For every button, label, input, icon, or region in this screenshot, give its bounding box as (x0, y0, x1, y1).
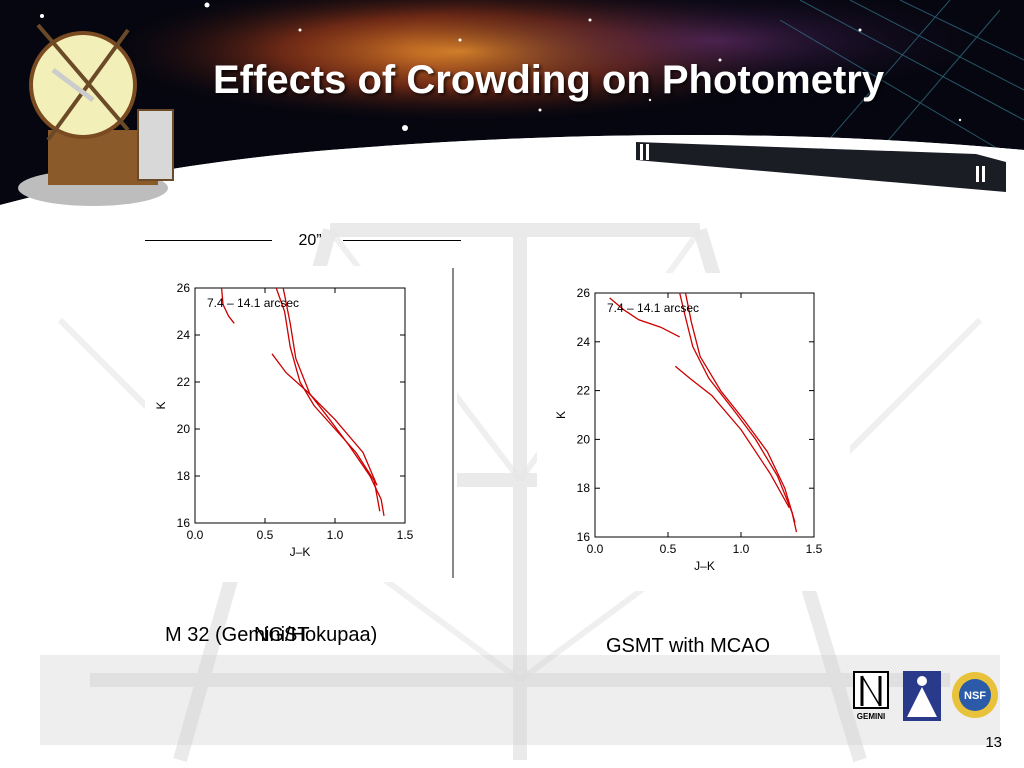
chart2-xtick-label: 0.0 (587, 542, 604, 556)
chart1-xtick-label: 1.0 (327, 528, 344, 542)
scale-bar-label: 20” (298, 232, 322, 249)
chart1-xlabel: J–K (290, 545, 311, 559)
chart2-ytick-label: 20 (577, 432, 591, 446)
chart1-ytick-label: 18 (177, 469, 191, 483)
aura-banner (636, 142, 1006, 192)
chart2-plot-frame (594, 292, 815, 538)
chart2-xtick-label: 1.0 (733, 542, 750, 556)
chart2-xlabel: J–K (694, 559, 715, 573)
chart1-ytick-label: 20 (177, 422, 191, 436)
caption-left-a: M 32 (Gemini/Hokupaa) (165, 624, 378, 646)
chart1-plot-frame (194, 287, 406, 524)
chart2-ytick-label: 26 (577, 286, 591, 300)
chart1-isochrone-3 (271, 353, 378, 486)
chart1-ylabel: K (154, 401, 168, 409)
gemini-logo: GEMINI (853, 671, 889, 721)
chart1-ytick-label: 24 (177, 328, 191, 342)
cmd-chart-left: 0.0 0.5 1.0 1.5 16 18 20 22 24 26 J–K K 7.4 – 14.1 a… (145, 266, 457, 582)
chart1-xtick-label: 0.5 (257, 528, 274, 542)
scale-bar: 20” (145, 228, 463, 254)
caption-left-b: NGST (254, 624, 310, 646)
nsf-logo: NSF (952, 672, 998, 718)
chart2-isochrone-1 (679, 292, 798, 533)
chart1-xtick-label: 1.5 (397, 528, 414, 542)
chart1-annotation: 7.4 – 14.1 arcsec (207, 296, 299, 310)
page-number: 13 (985, 734, 1002, 751)
chart2-isochrone-2 (684, 292, 796, 523)
chart1-xtick-label: 0.0 (187, 528, 204, 542)
chart1-ytick-label: 26 (177, 281, 191, 295)
chart2-isochrone-3 (674, 365, 790, 509)
chart1-ytick-label: 22 (177, 375, 191, 389)
scale-bar-right-line (343, 240, 461, 241)
chart2-ylabel: K (554, 411, 568, 419)
slide-title: Effects of Crowding on Photometry (213, 58, 885, 102)
chart2-xtick-label: 0.5 (660, 542, 677, 556)
gemini-logo-text: GEMINI (857, 712, 885, 721)
chart2-xtick-label: 1.5 (806, 542, 823, 556)
cmd-chart-left-svg: 0.0 0.5 1.0 1.5 16 18 20 22 24 26 J–K K 7.4 – 14.1 a… (154, 268, 454, 578)
chart1-isochrone-2 (282, 287, 385, 517)
header-space-background (0, 0, 1024, 210)
chart2-ytick-label: 24 (577, 335, 591, 349)
chart2-ytick-label: 18 (577, 481, 591, 495)
caption-right: GSMT with MCAO (606, 635, 771, 657)
telescope-illustration (18, 23, 174, 206)
nsf-logo-text: NSF (964, 690, 986, 702)
chart2-annotation: 7.4 – 14.1 arcsec (607, 301, 699, 315)
chart1-isochrone-0 (220, 287, 235, 324)
chart1-ytick-label: 16 (177, 516, 191, 530)
chart1-isochrone-1 (275, 287, 381, 512)
cmd-chart-right-svg: 0.0 0.5 1.0 1.5 16 18 20 22 24 26 J–K K 7.4 – 14.1 a… (554, 286, 823, 573)
cmd-chart-right: 0.0 0.5 1.0 1.5 16 18 20 22 24 26 J–K K 7.4 – 14.1 a… (537, 273, 850, 591)
chart2-isochrone-0 (609, 297, 680, 338)
scale-bar-left-line (145, 240, 272, 241)
aura-logo (903, 671, 941, 721)
chart2-ytick-label: 16 (577, 530, 591, 544)
chart2-ytick-label: 22 (577, 384, 591, 398)
